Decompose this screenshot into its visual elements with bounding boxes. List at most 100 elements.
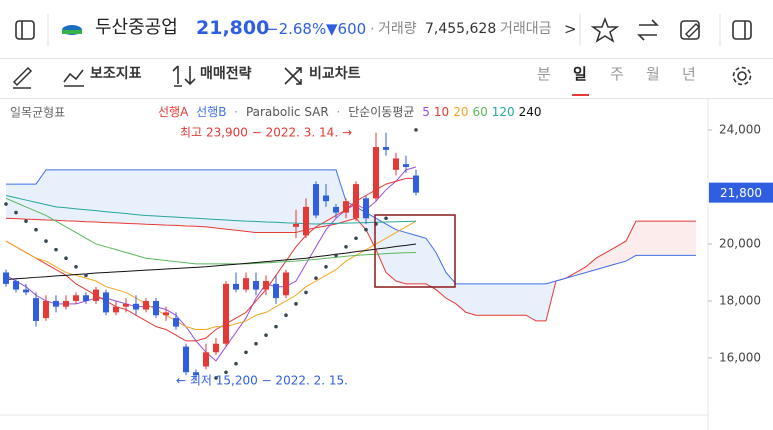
candle-body	[293, 224, 299, 227]
stock-name: 두산중공업	[95, 17, 178, 38]
legend-ma-period: 20	[453, 105, 469, 119]
cloud	[496, 283, 506, 316]
sar-dot	[214, 376, 218, 380]
last-price-label: 21,800	[720, 186, 762, 200]
sar-dot	[284, 313, 288, 318]
period-button[interactable]: 월	[646, 65, 660, 83]
sub-toolbar	[0, 58, 773, 99]
cloud	[536, 283, 546, 321]
cloud	[16, 184, 26, 220]
more-button[interactable]: >	[564, 20, 577, 38]
compare-button[interactable]: 비교차트	[309, 66, 361, 82]
period-button[interactable]: 분	[537, 65, 551, 83]
sar-dot	[274, 324, 278, 329]
cloud	[576, 266, 586, 276]
strategy-icon	[172, 65, 196, 87]
sar-dot	[34, 227, 38, 232]
cloud	[616, 241, 626, 264]
cloud	[416, 235, 426, 284]
indicator-icon	[63, 69, 84, 87]
candle-body	[253, 281, 259, 290]
candle-body	[413, 175, 419, 193]
span-a-line	[5, 217, 696, 322]
period-button[interactable]: 년	[682, 65, 696, 83]
candle-body	[213, 343, 219, 353]
cloud	[76, 169, 86, 222]
candle-body	[283, 272, 289, 296]
candle-body	[233, 283, 239, 290]
edit-pen	[685, 23, 700, 38]
candle-body	[13, 281, 19, 290]
compare-button[interactable]	[637, 19, 659, 41]
candle-body	[23, 289, 29, 293]
cloud	[216, 169, 226, 230]
cloud	[466, 283, 476, 316]
cloud	[256, 169, 266, 233]
cloud	[596, 252, 606, 270]
cloud	[6, 184, 16, 219]
cloud	[206, 169, 216, 228]
compare-chart-icon	[284, 67, 302, 85]
y-tick-label: 20,000	[719, 236, 761, 250]
sar-dot	[74, 264, 78, 269]
cloud	[506, 283, 516, 316]
cloud	[236, 169, 246, 232]
candle-body	[323, 195, 329, 202]
edit-button[interactable]	[680, 20, 700, 40]
panel-toggle[interactable]	[732, 20, 752, 40]
settings-button[interactable]	[737, 71, 747, 81]
cloud	[676, 221, 686, 256]
candle-body	[313, 184, 319, 216]
candle-body	[193, 372, 199, 376]
candle-body	[123, 303, 129, 307]
last-price-tag	[709, 182, 773, 203]
cloud	[626, 221, 636, 262]
sar-dot	[14, 210, 18, 215]
legend-ma-period: 120	[491, 105, 515, 119]
legend: 선행A 선행B · Parabolic SAR · 단순이동평균 5 10 20 60…	[158, 104, 546, 120]
period-button[interactable]: 일	[573, 65, 587, 83]
legend-ma-period: 240	[518, 105, 542, 119]
candle-body	[243, 278, 249, 290]
draw-tool[interactable]	[12, 66, 33, 89]
sidebar-toggle[interactable]	[15, 20, 35, 40]
cloud	[686, 221, 696, 256]
candle-body	[73, 295, 79, 301]
favorite-button[interactable]	[590, 16, 620, 43]
candle-body	[303, 206, 309, 236]
legend-ma-period: 10	[433, 105, 450, 119]
strategy-button[interactable]: 매매전략	[200, 66, 252, 82]
sar-dot	[294, 302, 298, 306]
candle-body	[93, 289, 99, 301]
cloud	[486, 283, 496, 316]
settings-gear	[732, 66, 752, 86]
cloud	[156, 169, 166, 226]
sar-dot	[384, 216, 388, 221]
volume: 7,455,628	[425, 21, 497, 37]
change-amount: ▼600	[326, 20, 367, 38]
cloud	[126, 169, 136, 224]
sar-dot	[24, 219, 28, 223]
candle-body	[393, 158, 399, 170]
cloud	[276, 169, 286, 233]
sar-dot	[324, 264, 328, 269]
cloud	[186, 169, 196, 227]
cloud	[526, 283, 536, 321]
cloud	[266, 169, 276, 233]
candle-body	[153, 300, 159, 316]
candle-body	[403, 164, 409, 167]
stock-price: 21,800	[196, 17, 270, 39]
sar-dot	[254, 341, 258, 346]
cloud	[606, 246, 616, 267]
indicators-button[interactable]: 보조지표	[90, 66, 142, 82]
legend-span-b: 선행B	[196, 105, 227, 119]
trade-value-label: 거래대금	[500, 21, 552, 37]
candle-body	[103, 292, 109, 313]
period-button[interactable]: 주	[610, 65, 624, 83]
cloud	[586, 258, 596, 273]
cloud	[146, 169, 156, 225]
legend-ma: 단순이동평균	[348, 105, 415, 119]
cloud	[446, 272, 456, 304]
sar-dot	[234, 361, 238, 366]
